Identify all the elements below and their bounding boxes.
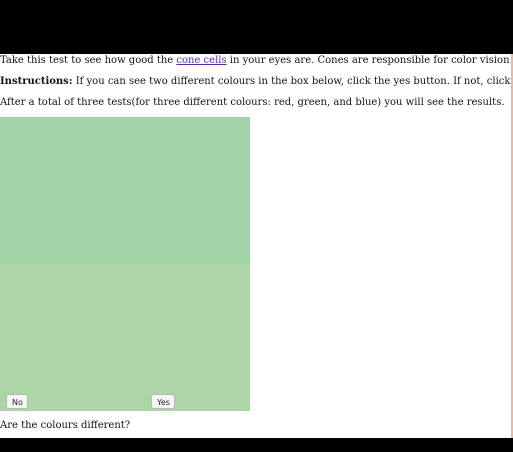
instructions-paragraph: Instructions: If you can see two differe…	[0, 75, 513, 89]
bottom-color-swatch	[0, 264, 250, 411]
page-viewport: Take this test to see how good the cone …	[0, 54, 513, 438]
top-color-swatch	[0, 117, 250, 264]
intro-paragraph: Take this test to see how good the cone …	[0, 54, 513, 68]
yes-button[interactable]: Yes	[151, 394, 175, 409]
summary-paragraph: After a total of three tests(for three d…	[0, 97, 505, 108]
intro-text-before: Take this test to see how good the	[0, 55, 177, 66]
colours-question: Are the colours different?	[0, 420, 131, 431]
color-test-box: No Yes	[0, 117, 250, 411]
intro-text-after: in your eyes are. Cones are responsible …	[229, 55, 513, 66]
instructions-text: If you can see two different colours in …	[75, 76, 513, 87]
no-button[interactable]: No	[6, 394, 28, 409]
instructions-label: Instructions:	[0, 76, 73, 87]
cone-cells-link[interactable]: cone cells	[176, 55, 227, 66]
scrollbar-edge[interactable]	[511, 54, 513, 438]
